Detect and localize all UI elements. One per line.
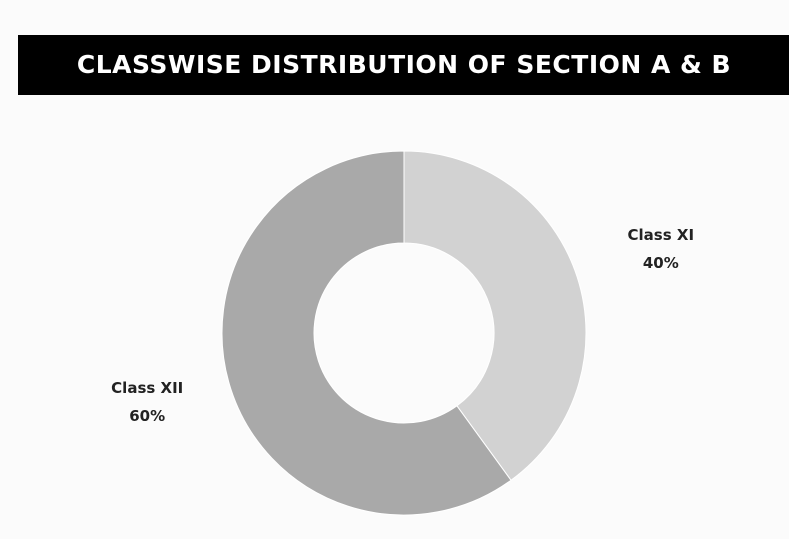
slice-label: Class XII [111,379,183,397]
slice-label: Class XI [628,226,695,244]
slice-value-label: 40% [643,254,679,272]
slice-value-label: 60% [129,407,165,425]
slice [403,150,587,481]
donut [221,150,587,516]
slice [221,150,512,516]
chart-title: CLASSWISE DISTRIBUTION OF SECTION A & B [77,50,731,79]
title-bar [18,35,789,95]
